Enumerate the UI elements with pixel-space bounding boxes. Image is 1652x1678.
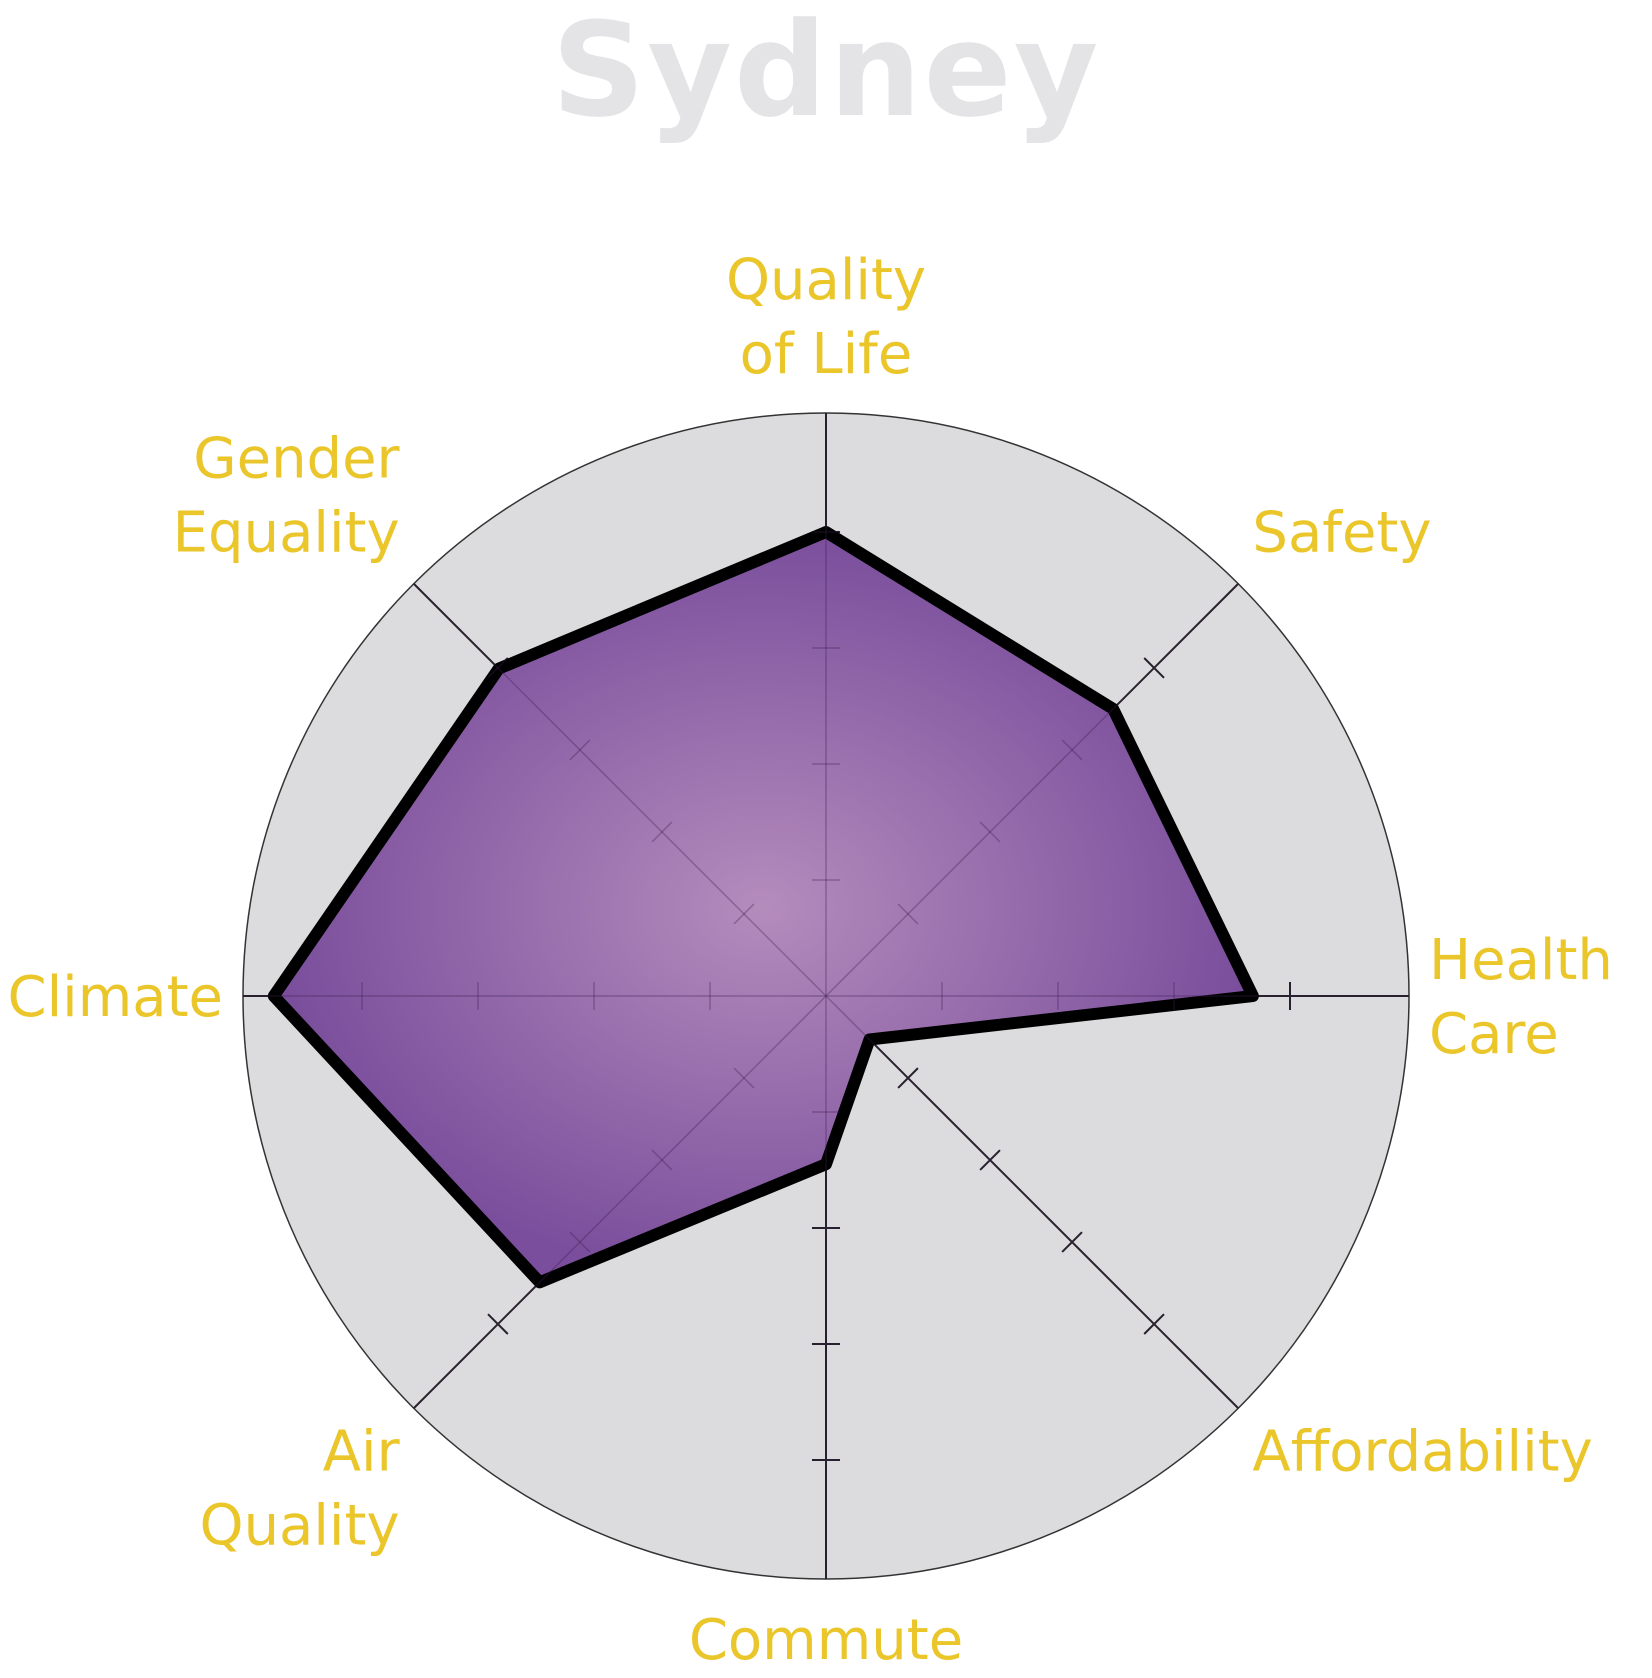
base-tick-3-3: [1061, 1231, 1083, 1253]
axis-label-line: Commute: [689, 1608, 963, 1673]
overlay-tick-3-2: [979, 1149, 1001, 1171]
base-axis-line-3: [825, 995, 1239, 1409]
axis-label-line: Quality: [199, 1493, 399, 1558]
overlay-axis-line-7: [413, 583, 827, 997]
overlay-tick-7-2: [651, 821, 673, 843]
axis-label-line: Affordability: [1252, 1419, 1592, 1484]
overlay-tick-7-1: [733, 903, 755, 925]
axis-label-1: Safety: [1252, 501, 1431, 566]
data-polygon: [267, 526, 1259, 1289]
axis-label-6: Climate: [8, 965, 224, 1030]
base-tick-3-1: [897, 1067, 919, 1089]
overlay-tick-1-2: [979, 821, 1001, 843]
base-tick-3-2: [979, 1149, 1001, 1171]
overlay-tick-7-4: [487, 657, 509, 679]
axis-label-0: Quality of Life: [726, 248, 926, 387]
overlay-tick-7-3: [569, 739, 591, 761]
overlay-axis-line-3: [825, 995, 1239, 1409]
axis-label-line: Safety: [1252, 501, 1431, 566]
overlay-tick-3-3: [1061, 1231, 1083, 1253]
overlay-tick-5-2: [651, 1149, 673, 1171]
axis-label-line: Care: [1429, 1002, 1559, 1067]
overlay-tick-5-1: [733, 1067, 755, 1089]
axis-label-line: Health: [1429, 928, 1613, 993]
radar-axes-overlay: [243, 413, 1409, 1579]
overlay-tick-5-3: [569, 1231, 591, 1253]
base-tick-3-4: [1143, 1313, 1165, 1335]
overlay-tick-1-3: [1061, 739, 1083, 761]
base-tick-1-4: [1143, 657, 1165, 679]
axis-labels: Quality of Life Safety Health Care Affordabil…: [8, 248, 1613, 1673]
axis-label-2: Health Care: [1429, 928, 1613, 1067]
axis-label-4: Commute: [689, 1608, 963, 1673]
axis-label-5: Air Quality: [199, 1419, 400, 1558]
overlay-tick-1-1: [897, 903, 919, 925]
axis-label-line: of Life: [740, 322, 913, 387]
axis-label-line: Quality: [726, 248, 926, 313]
axis-label-line: Air: [323, 1419, 401, 1484]
chart-title: Sydney: [551, 0, 1101, 146]
overlay-tick-1-4: [1143, 657, 1165, 679]
base-tick-5-4: [487, 1313, 509, 1335]
axis-label-7: Gender Equality: [173, 427, 401, 566]
overlay-tick-3-4: [1143, 1313, 1165, 1335]
overlay-axis-line-5: [413, 995, 827, 1409]
overlay-tick-3-1: [897, 1067, 919, 1089]
overlay-axis-line-1: [825, 583, 1239, 997]
axis-label-line: Equality: [173, 501, 400, 566]
axis-label-3: Affordability: [1252, 1419, 1592, 1484]
axis-label-line: Gender: [193, 427, 400, 492]
axis-label-line: Climate: [8, 965, 224, 1030]
overlay-tick-5-4: [487, 1313, 509, 1335]
